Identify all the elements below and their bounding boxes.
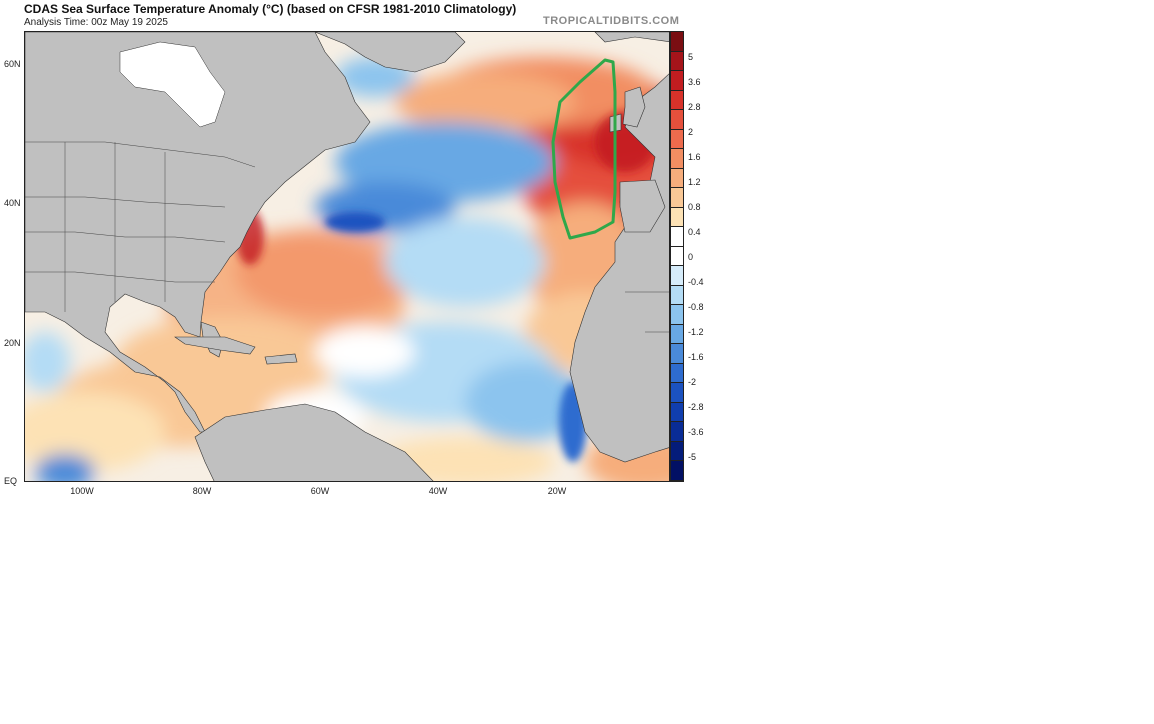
colorbar-swatch — [671, 149, 683, 169]
colorbar-label: -2 — [688, 377, 697, 387]
colorbar-swatch — [671, 266, 683, 286]
colorbar-swatch — [671, 344, 683, 364]
ice-sheet — [119, 41, 226, 128]
colorbar-swatch — [671, 227, 683, 247]
lon-label-100w: 100W — [70, 486, 94, 496]
colorbar-label: -1.6 — [688, 352, 704, 362]
colorbar-swatch — [671, 383, 683, 403]
colorbar-label: -1.2 — [688, 327, 704, 337]
colorbar-label: -5 — [688, 452, 697, 462]
colorbar-label: -2.8 — [688, 402, 704, 412]
colorbar — [670, 31, 684, 482]
lat-label-60n: 60N — [4, 59, 21, 69]
colorbar-label: -0.4 — [688, 277, 704, 287]
colorbar-label: 0.4 — [688, 227, 701, 237]
colorbar-swatch — [671, 51, 683, 72]
political-borders — [25, 141, 669, 333]
colorbar-label: 0 — [688, 252, 694, 262]
highlight-outline — [551, 58, 617, 240]
lat-label-20n: 20N — [4, 338, 21, 348]
colorbar-swatch — [671, 246, 683, 267]
lon-label-60w: 60W — [310, 486, 330, 496]
lon-label-20w: 20W — [547, 486, 567, 496]
lat-label-eq: EQ — [4, 476, 18, 486]
colorbar-label: 3.6 — [688, 77, 701, 87]
colorbar-swatch — [671, 422, 683, 442]
colorbar-label: 1.2 — [688, 177, 701, 187]
colorbar-label: 1.6 — [688, 152, 701, 162]
colorbar-label: 0.8 — [688, 202, 701, 212]
colorbar-swatch — [671, 402, 683, 423]
colorbar-label: 2 — [688, 127, 694, 137]
colorbar-swatch — [671, 363, 683, 384]
colorbar-label: 2.8 — [688, 102, 701, 112]
brand-watermark: TROPICALTIDBITS.COM — [543, 15, 680, 27]
colorbar-swatch — [671, 324, 683, 345]
colorbar-swatch — [671, 32, 683, 52]
lon-label-80w: 80W — [192, 486, 212, 496]
colorbar-swatch — [671, 168, 683, 189]
analysis-time: Analysis Time: 00z May 19 2025 — [24, 17, 168, 28]
colorbar-label: 5 — [688, 52, 694, 62]
colorbar-swatch — [671, 188, 683, 208]
colorbar-label: -0.8 — [688, 302, 704, 312]
map-title: CDAS Sea Surface Temperature Anomaly (°C… — [24, 2, 517, 16]
colorbar-swatch — [671, 305, 683, 325]
colorbar-swatch — [671, 90, 683, 111]
colorbar-swatch — [671, 110, 683, 130]
colorbar-swatch — [671, 207, 683, 228]
lon-label-40w: 40W — [428, 486, 448, 496]
colorbar-swatch — [671, 129, 683, 150]
colorbar-swatch — [671, 461, 683, 481]
colorbar-label: -3.6 — [688, 427, 704, 437]
colorbar-swatch — [671, 71, 683, 91]
colorbar-swatch — [671, 285, 683, 306]
sst-anomaly-map[interactable] — [24, 31, 670, 482]
colorbar-swatch — [671, 441, 683, 462]
land-masses — [25, 32, 669, 481]
lat-label-40n: 40N — [4, 198, 21, 208]
